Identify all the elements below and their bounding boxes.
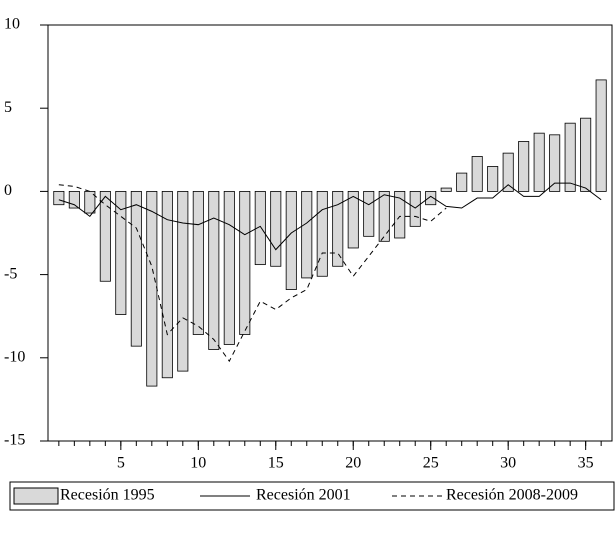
bar (564, 122, 576, 192)
bar (363, 190, 375, 237)
line (58, 184, 447, 363)
legend-swatch (13, 487, 59, 505)
bar (115, 190, 127, 315)
legend-label: Recesión 1995 (60, 487, 155, 504)
y-tick-label: -5 (4, 265, 17, 282)
bar (549, 134, 561, 192)
bar (254, 190, 266, 266)
bar (595, 79, 607, 192)
x-tick-label: 30 (500, 455, 516, 472)
x-tick-label: 20 (345, 455, 361, 472)
bar (440, 187, 452, 192)
bar (68, 190, 80, 209)
plot-frame (47, 24, 613, 442)
y-tick-label: 5 (4, 99, 12, 116)
bar (502, 152, 514, 192)
y-tick-label: 0 (4, 182, 12, 199)
bar (332, 190, 344, 267)
bar (378, 190, 390, 242)
x-tick-label: 15 (268, 455, 284, 472)
y-tick-label: 10 (4, 16, 20, 33)
y-tick-label: -10 (4, 348, 25, 365)
bar (53, 190, 65, 206)
bar (394, 190, 406, 239)
bar (270, 190, 282, 267)
x-tick-label: 35 (578, 455, 594, 472)
bar (471, 156, 483, 192)
legend-label: Recesión 2001 (256, 487, 351, 504)
bar (425, 190, 437, 206)
bar (223, 190, 235, 345)
bar (316, 190, 328, 277)
bar (177, 190, 189, 372)
y-tick-label: -15 (4, 432, 25, 449)
bar (192, 190, 204, 335)
line (58, 182, 602, 251)
x-tick-label: 25 (423, 455, 439, 472)
bar (208, 190, 220, 350)
bar (130, 190, 142, 347)
bar (285, 190, 297, 290)
bar (518, 141, 530, 192)
bar (161, 190, 173, 379)
legend-box (9, 481, 615, 511)
x-tick-label: 5 (117, 455, 125, 472)
bar (146, 190, 158, 387)
bar (580, 117, 592, 192)
bar (239, 190, 251, 335)
bar (301, 190, 313, 279)
x-tick-label: 10 (190, 455, 206, 472)
legend-label: Recesión 2008-2009 (446, 487, 578, 504)
bar (99, 190, 111, 282)
bar (487, 166, 499, 192)
bar (409, 190, 421, 227)
bar (456, 172, 468, 192)
bar (347, 190, 359, 249)
bar (533, 132, 545, 192)
